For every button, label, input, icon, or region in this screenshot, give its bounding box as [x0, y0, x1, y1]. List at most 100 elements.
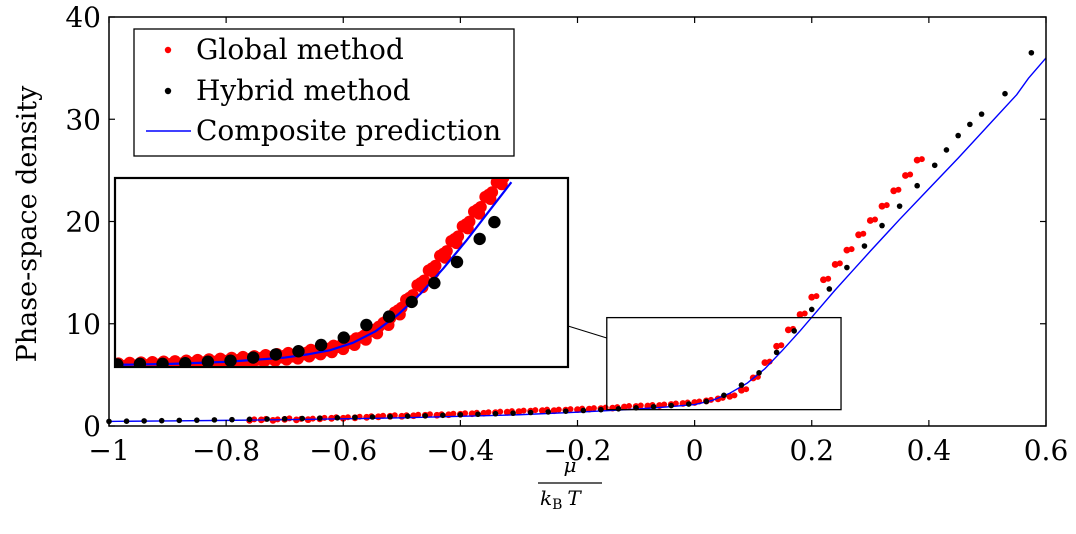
global-point [913, 156, 921, 164]
hybrid-point [387, 413, 393, 420]
zoom-region-box [606, 316, 842, 411]
inset-hybrid-point [156, 357, 169, 366]
inset-global-point [505, 159, 517, 171]
hybrid-point [756, 370, 762, 376]
global-point [538, 407, 546, 415]
x-tick-label: −0.6 [309, 434, 377, 467]
x-axis-label: μ kB T [538, 453, 602, 513]
global-point [902, 172, 909, 179]
global-point [895, 186, 902, 193]
hybrid-point [123, 418, 130, 424]
global-point [626, 403, 633, 410]
legend-marker-hybrid [164, 87, 172, 95]
x-tick-label: 0.6 [1024, 434, 1069, 467]
legend: Global method Hybrid method Composite pr… [133, 28, 515, 157]
hybrid-point [721, 392, 727, 399]
global-point [778, 342, 785, 349]
hybrid-point [703, 398, 710, 405]
global-point [503, 408, 511, 416]
x-tick-label: −0.4 [426, 434, 494, 467]
y-tick-label: 20 [65, 206, 101, 239]
global-point [497, 408, 504, 415]
global-point [520, 407, 527, 414]
global-point [878, 202, 886, 210]
inset-global-point [416, 281, 429, 294]
global-point [761, 359, 769, 367]
y-tick-label: 10 [65, 308, 101, 341]
global-point [871, 216, 878, 223]
global-point [907, 171, 914, 178]
hybrid-point [808, 306, 815, 313]
y-tick-label: 40 [65, 1, 101, 34]
inset-hybrid-point [246, 351, 260, 364]
hybrid-point [967, 121, 973, 128]
global-point [426, 411, 433, 418]
inset-global-point [461, 222, 474, 235]
hybrid-point [914, 182, 920, 189]
global-point [836, 260, 843, 267]
inset-global-point [495, 179, 508, 191]
global-point [820, 276, 827, 284]
hybrid-point [317, 415, 323, 421]
hybrid-point [440, 412, 446, 419]
inset-global-point [371, 327, 384, 340]
inset-hybrid-point [133, 357, 147, 366]
hybrid-point [264, 416, 270, 422]
inset-hybrid-point [360, 318, 373, 332]
hybrid-point [246, 416, 253, 423]
inset-hybrid-point [116, 358, 124, 366]
legend-marker-global [164, 46, 172, 54]
global-point [391, 412, 398, 419]
legend-label-global: Global method [196, 33, 404, 66]
inset-global-point [473, 207, 486, 220]
x-tick-label: 0.2 [789, 434, 834, 467]
hybrid-point [861, 243, 868, 249]
hybrid-point [773, 349, 780, 356]
hybrid-point [615, 406, 622, 412]
hybrid-point [510, 410, 516, 417]
global-point [574, 406, 581, 414]
global-point [532, 407, 539, 414]
inset-global-point [439, 251, 452, 264]
zoom-connector-line [567, 325, 607, 339]
global-point [860, 230, 867, 237]
x-label-subscript: B [552, 497, 562, 513]
global-point [731, 392, 738, 399]
hybrid-point [650, 403, 657, 410]
global-point [620, 403, 628, 411]
global-point [661, 401, 668, 408]
inset-hybrid-point [405, 295, 418, 309]
legend-box [133, 28, 515, 157]
y-axis-label: Phase-space density [12, 85, 43, 363]
global-point [808, 293, 816, 301]
hybrid-point [844, 264, 850, 271]
inset-hybrid-point [201, 355, 215, 366]
inset-global-point [509, 157, 521, 169]
global-point [855, 231, 862, 239]
x-tick-label: −0.8 [192, 434, 260, 467]
inset-hybrid-point [337, 331, 350, 344]
global-point [450, 410, 457, 417]
global-point [784, 326, 792, 334]
hybrid-point [475, 411, 481, 418]
hybrid-point [229, 416, 235, 423]
hybrid-point [943, 147, 950, 153]
x-label-T: T [567, 486, 582, 510]
global-point [831, 261, 839, 268]
hybrid-point [211, 417, 218, 423]
global-point [415, 411, 422, 418]
global-point [590, 405, 597, 412]
hybrid-point [978, 111, 985, 117]
x-label-denominator: kB T [540, 486, 582, 513]
hybrid-point [194, 417, 200, 423]
global-point [813, 293, 820, 300]
global-point [743, 386, 750, 393]
global-point [672, 400, 679, 407]
hybrid-point [879, 222, 885, 229]
global-point [773, 342, 781, 350]
global-point [918, 156, 925, 163]
inset-hybrid-point [450, 255, 464, 269]
global-point [825, 275, 832, 282]
hybrid-point [931, 162, 938, 169]
